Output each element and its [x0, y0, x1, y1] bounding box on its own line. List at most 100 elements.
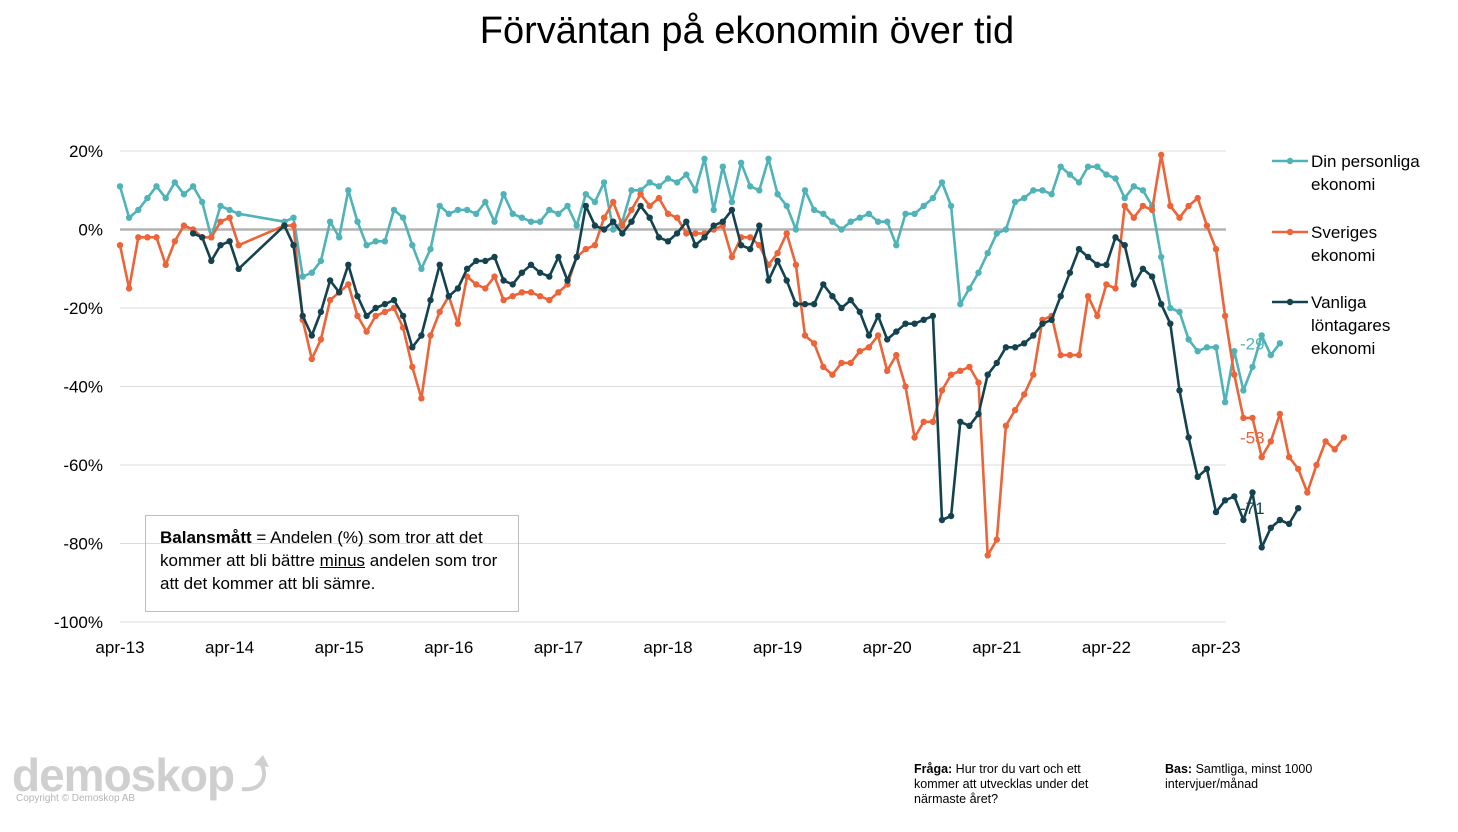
data-point [747, 234, 754, 241]
data-point [947, 202, 955, 210]
data-point [673, 230, 681, 237]
data-point [1030, 371, 1037, 378]
gridlines [120, 150, 1226, 623]
data-point [1267, 351, 1275, 359]
data-point [381, 238, 389, 245]
data-point [1267, 524, 1275, 531]
data-point [1011, 344, 1019, 351]
data-point [290, 242, 297, 249]
data-point [984, 552, 991, 559]
data-point [1066, 351, 1074, 359]
data-point [427, 296, 434, 304]
data-point [436, 202, 443, 210]
data-point [1048, 316, 1055, 323]
data-point [947, 512, 955, 520]
data-point [820, 281, 827, 288]
data-point [153, 183, 160, 190]
data-point [527, 289, 535, 296]
data-point [1084, 293, 1092, 300]
data-point [1240, 387, 1247, 394]
data-point [1285, 520, 1293, 528]
data-point [217, 242, 224, 249]
series-3 [189, 202, 1302, 551]
data-point [957, 300, 964, 308]
data-point [1167, 202, 1174, 210]
data-point [1231, 493, 1238, 500]
series-2 [116, 151, 1348, 559]
data-point [1039, 320, 1046, 327]
data-point [345, 281, 352, 288]
data-point [911, 434, 918, 441]
logo-text: demoskop [12, 749, 235, 801]
data-point [1057, 293, 1064, 300]
data-point [199, 198, 206, 206]
series-line [192, 204, 1300, 549]
data-point [1194, 473, 1201, 480]
data-point [1212, 344, 1220, 351]
data-point [1221, 497, 1229, 504]
data-point [993, 359, 1000, 367]
data-point [628, 187, 635, 194]
y-tick-label: -20% [63, 299, 103, 318]
data-point [1158, 300, 1165, 308]
data-point [1103, 171, 1110, 178]
data-point [1139, 265, 1147, 272]
data-point [920, 316, 927, 323]
data-point [856, 214, 863, 221]
data-point [975, 410, 982, 418]
data-point [765, 277, 772, 284]
data-point [947, 371, 955, 378]
data-point [1276, 516, 1284, 524]
data-point [1094, 261, 1101, 268]
legend-marker [1286, 157, 1294, 165]
data-point [509, 281, 516, 288]
data-point [381, 300, 389, 308]
data-point [737, 159, 745, 166]
data-point [920, 418, 927, 425]
data-point [235, 210, 242, 217]
data-point [235, 265, 242, 272]
data-point [692, 187, 699, 194]
data-point [399, 312, 407, 320]
data-point [1167, 304, 1174, 312]
data-point [409, 242, 416, 249]
data-point [564, 202, 571, 210]
question-footnote: Fråga: Hur tror du vart och ett kommer a… [914, 762, 1126, 807]
data-point [500, 296, 507, 304]
data-point [363, 312, 370, 320]
data-point [865, 344, 873, 351]
data-point [737, 242, 745, 249]
data-point [1185, 336, 1192, 343]
data-point [655, 183, 663, 190]
data-point [765, 155, 772, 162]
legend-marker [1286, 228, 1294, 236]
data-point [199, 234, 206, 241]
data-point [500, 277, 507, 284]
note-text-1: = Andelen (%) som tror att det kommer at… [160, 528, 483, 570]
end-value-label: -71 [1240, 499, 1265, 518]
data-point [153, 234, 160, 241]
data-point [226, 206, 233, 214]
data-point [116, 242, 124, 249]
question-label: Fråga: [914, 762, 953, 776]
x-tick-label: apr-14 [205, 638, 254, 657]
data-point [582, 191, 589, 198]
data-point [1057, 351, 1064, 359]
data-point [993, 230, 1000, 237]
data-point [1249, 363, 1256, 371]
data-point [217, 202, 224, 210]
data-point [719, 218, 726, 225]
data-point [454, 285, 462, 292]
data-point [463, 265, 471, 272]
x-tick-label: apr-15 [315, 638, 364, 657]
data-point [893, 242, 900, 249]
data-point [381, 308, 389, 316]
data-point [783, 230, 790, 237]
data-point [893, 328, 900, 335]
data-point [610, 198, 617, 206]
data-point [1295, 465, 1302, 473]
data-point [1231, 348, 1238, 355]
data-point [1084, 163, 1092, 170]
data-point [1240, 414, 1247, 422]
data-point [582, 202, 589, 210]
